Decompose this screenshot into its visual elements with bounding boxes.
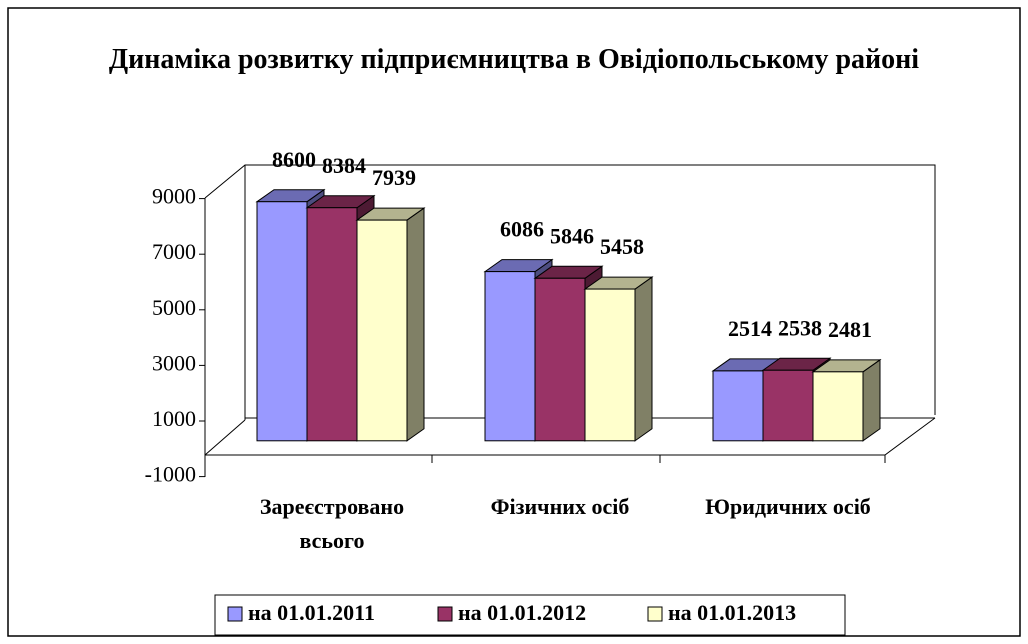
x-tick-label: Фізичних осіб bbox=[490, 494, 630, 519]
x-tick-label: Юридичних осіб bbox=[705, 494, 871, 519]
legend-swatch bbox=[437, 606, 453, 622]
bar bbox=[712, 370, 764, 442]
bar bbox=[306, 207, 358, 442]
bar bbox=[812, 371, 864, 442]
value-label: 8600 bbox=[272, 147, 316, 172]
legend-label: на 01.01.2013 bbox=[668, 600, 796, 625]
x-tick-label: Зареєстровано всього bbox=[259, 494, 405, 553]
value-label: 8384 bbox=[322, 153, 366, 178]
bar bbox=[256, 201, 308, 442]
value-label: 2538 bbox=[778, 315, 822, 340]
legend-label: на 01.01.2012 bbox=[458, 600, 586, 625]
value-label: 2514 bbox=[728, 316, 772, 341]
y-tick-label: 5000 bbox=[152, 295, 196, 320]
value-label: 7939 bbox=[372, 165, 416, 190]
y-tick-label: 9000 bbox=[152, 184, 196, 209]
bar bbox=[484, 271, 536, 442]
chart-title: Динаміка розвитку підприємництва в Овіді… bbox=[108, 44, 920, 75]
bar bbox=[534, 277, 586, 442]
bar bbox=[584, 288, 636, 442]
bar bbox=[356, 219, 408, 442]
y-tick-label: 1000 bbox=[152, 406, 196, 431]
y-tick-label: 3000 bbox=[152, 350, 196, 375]
back-wall bbox=[204, 164, 936, 415]
value-label: 2481 bbox=[828, 317, 872, 342]
legend-label: на 01.01.2011 bbox=[248, 600, 375, 625]
y-tick-label: 7000 bbox=[152, 239, 196, 264]
value-label: 5458 bbox=[600, 234, 644, 259]
legend-box bbox=[214, 594, 846, 636]
bar-side bbox=[862, 358, 881, 442]
bar-side bbox=[406, 207, 425, 442]
bar-side bbox=[634, 276, 653, 442]
floor-side bbox=[204, 419, 246, 456]
value-label: 6086 bbox=[500, 217, 544, 242]
legend-swatch bbox=[647, 606, 663, 622]
y-tick-label: -1000 bbox=[145, 462, 196, 487]
legend-swatch bbox=[227, 606, 243, 622]
value-label: 5846 bbox=[550, 223, 594, 248]
bar bbox=[762, 369, 814, 442]
